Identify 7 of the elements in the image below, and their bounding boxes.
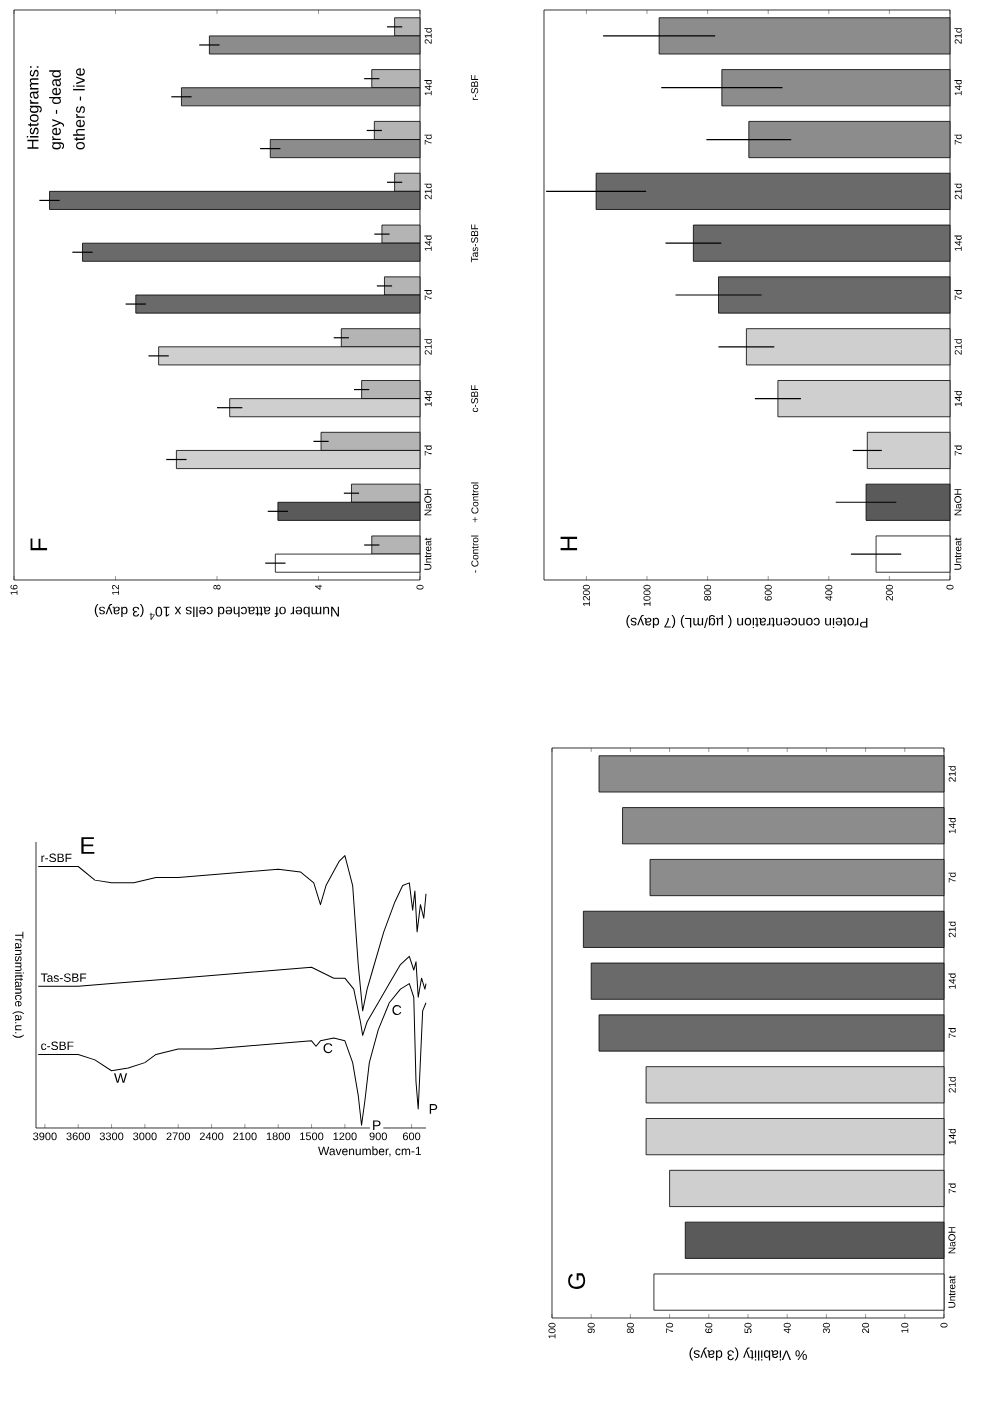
annotation: grey - dead — [49, 70, 65, 150]
annotation: Histograms: — [26, 66, 42, 149]
text: H — [560, 536, 578, 551]
text: F — [30, 538, 48, 551]
annotation: others - live — [73, 68, 85, 150]
chart-title: E — [81, 837, 95, 854]
text: G — [568, 1273, 586, 1289]
